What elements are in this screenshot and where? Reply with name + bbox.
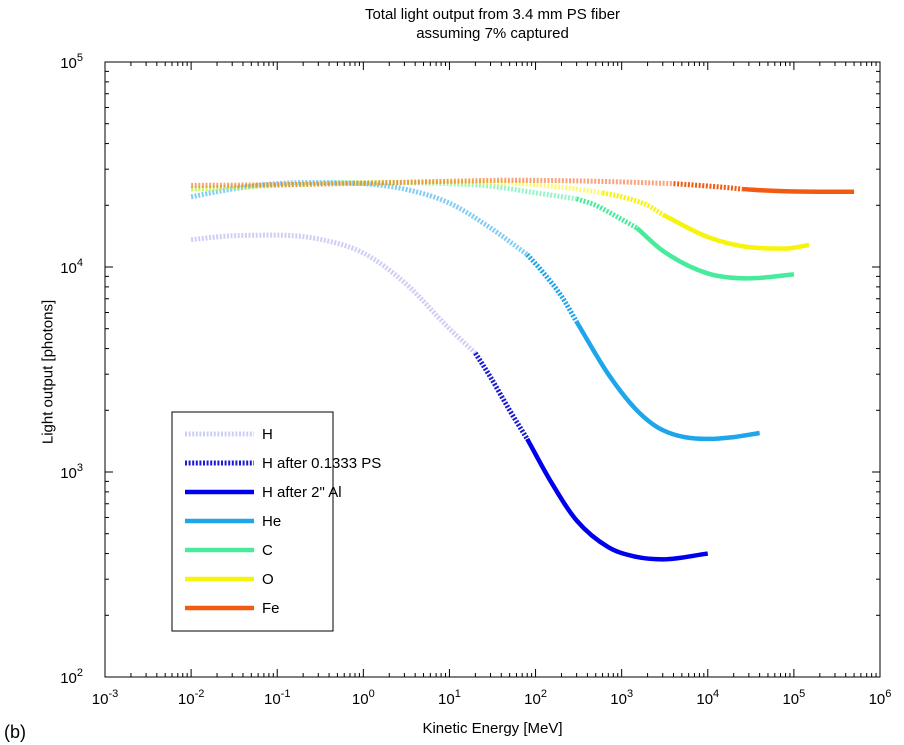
series-c-solid-line	[635, 226, 795, 281]
legend-label: Fe	[262, 600, 280, 617]
x-tick-label-base: 10	[524, 691, 541, 708]
x-tick-label-exponent: 1	[455, 688, 461, 700]
x-tick-label-base: 10	[352, 691, 369, 708]
series-fe-dotted-dark-line	[673, 181, 743, 192]
x-tick-label: 103	[610, 688, 633, 708]
plot-frame	[104, 61, 881, 678]
y-tick-label-base: 10	[60, 465, 77, 482]
x-tick-label-base: 10	[178, 691, 195, 708]
x-tick-label-exponent: 5	[799, 688, 805, 700]
legend-label: H after 2" Al	[262, 484, 342, 501]
x-tick-label-base: 10	[782, 691, 799, 708]
x-tick-label: 101	[438, 688, 461, 708]
x-axis-label: Kinetic Energy [MeV]	[422, 720, 563, 737]
x-tick-label-exponent: -3	[108, 688, 118, 700]
y-tick-label: 102	[60, 667, 83, 687]
x-tick-label-exponent: 6	[885, 688, 891, 700]
y-tick-label: 104	[60, 257, 83, 277]
x-tick-label: 10-3	[92, 688, 118, 708]
x-tick-label: 105	[782, 688, 805, 708]
y-tick-label: 103	[60, 462, 83, 482]
series-fe-solid-line	[741, 186, 855, 194]
x-tick-label-base: 10	[264, 691, 281, 708]
chart-subtitle: assuming 7% captured	[416, 25, 569, 42]
x-tick-label-base: 10	[869, 691, 886, 708]
series-he-dotted-dark-line	[525, 252, 579, 324]
legend-label: H	[262, 426, 273, 443]
x-tick-label-exponent: 3	[627, 688, 633, 700]
x-tick-label-exponent: 2	[541, 688, 547, 700]
series-o-solid-line	[661, 212, 810, 251]
y-tick-label-exponent: 3	[77, 462, 83, 474]
x-tick-label-base: 10	[610, 691, 627, 708]
x-tick-label: 104	[696, 688, 719, 708]
series-o-dotted-light-line	[191, 179, 603, 196]
x-tick-label: 100	[352, 688, 375, 708]
x-tick-label-exponent: -2	[195, 688, 205, 700]
chart-title: Total light output from 3.4 mm PS fiber	[364, 6, 621, 23]
legend-label: O	[262, 571, 274, 588]
x-tick-label-base: 10	[438, 691, 455, 708]
y-tick-label-exponent: 4	[77, 257, 83, 269]
y-tick-label-base: 10	[60, 260, 77, 277]
x-tick-label-exponent: 0	[369, 688, 375, 700]
y-tick-label: 105	[60, 52, 83, 72]
y-tick-label-exponent: 2	[77, 667, 83, 679]
legend-layer: H H after 0.1333 PS H after 2" Al He CO Fe	[171, 411, 381, 632]
legend-label: H after 0.1333 PS	[262, 455, 381, 472]
x-tick-label: 106	[869, 688, 892, 708]
series-he-solid-line	[574, 320, 760, 442]
legend-label: He	[262, 513, 281, 530]
series-h-dotted-dark-line	[473, 351, 530, 441]
panel-label: (b)	[4, 722, 26, 742]
series-c-dotted-dark-line	[575, 196, 639, 231]
y-tick-label-base: 10	[60, 670, 77, 687]
x-tick-label-exponent: 4	[713, 688, 719, 700]
x-tick-label-base: 10	[696, 691, 713, 708]
series-h-solid-line	[525, 437, 709, 562]
series-layer	[190, 177, 855, 562]
axes-layer: 10-3 10-2 10-1 100 101 102 103 104 105 1061021031…	[60, 52, 891, 708]
legend-label: C	[262, 542, 273, 559]
x-tick-label: 10-1	[264, 688, 290, 708]
series-he-dotted-light-line	[190, 180, 529, 257]
y-tick-label-base: 10	[60, 55, 77, 72]
x-tick-label: 102	[524, 688, 547, 708]
x-tick-label: 10-2	[178, 688, 204, 708]
y-tick-label-exponent: 5	[77, 52, 83, 64]
x-tick-label-base: 10	[92, 691, 109, 708]
series-group	[190, 177, 855, 562]
series-o-dotted-dark-line	[602, 190, 665, 217]
series-h-dotted-light-line	[190, 232, 478, 355]
x-tick-label-exponent: -1	[281, 688, 291, 700]
